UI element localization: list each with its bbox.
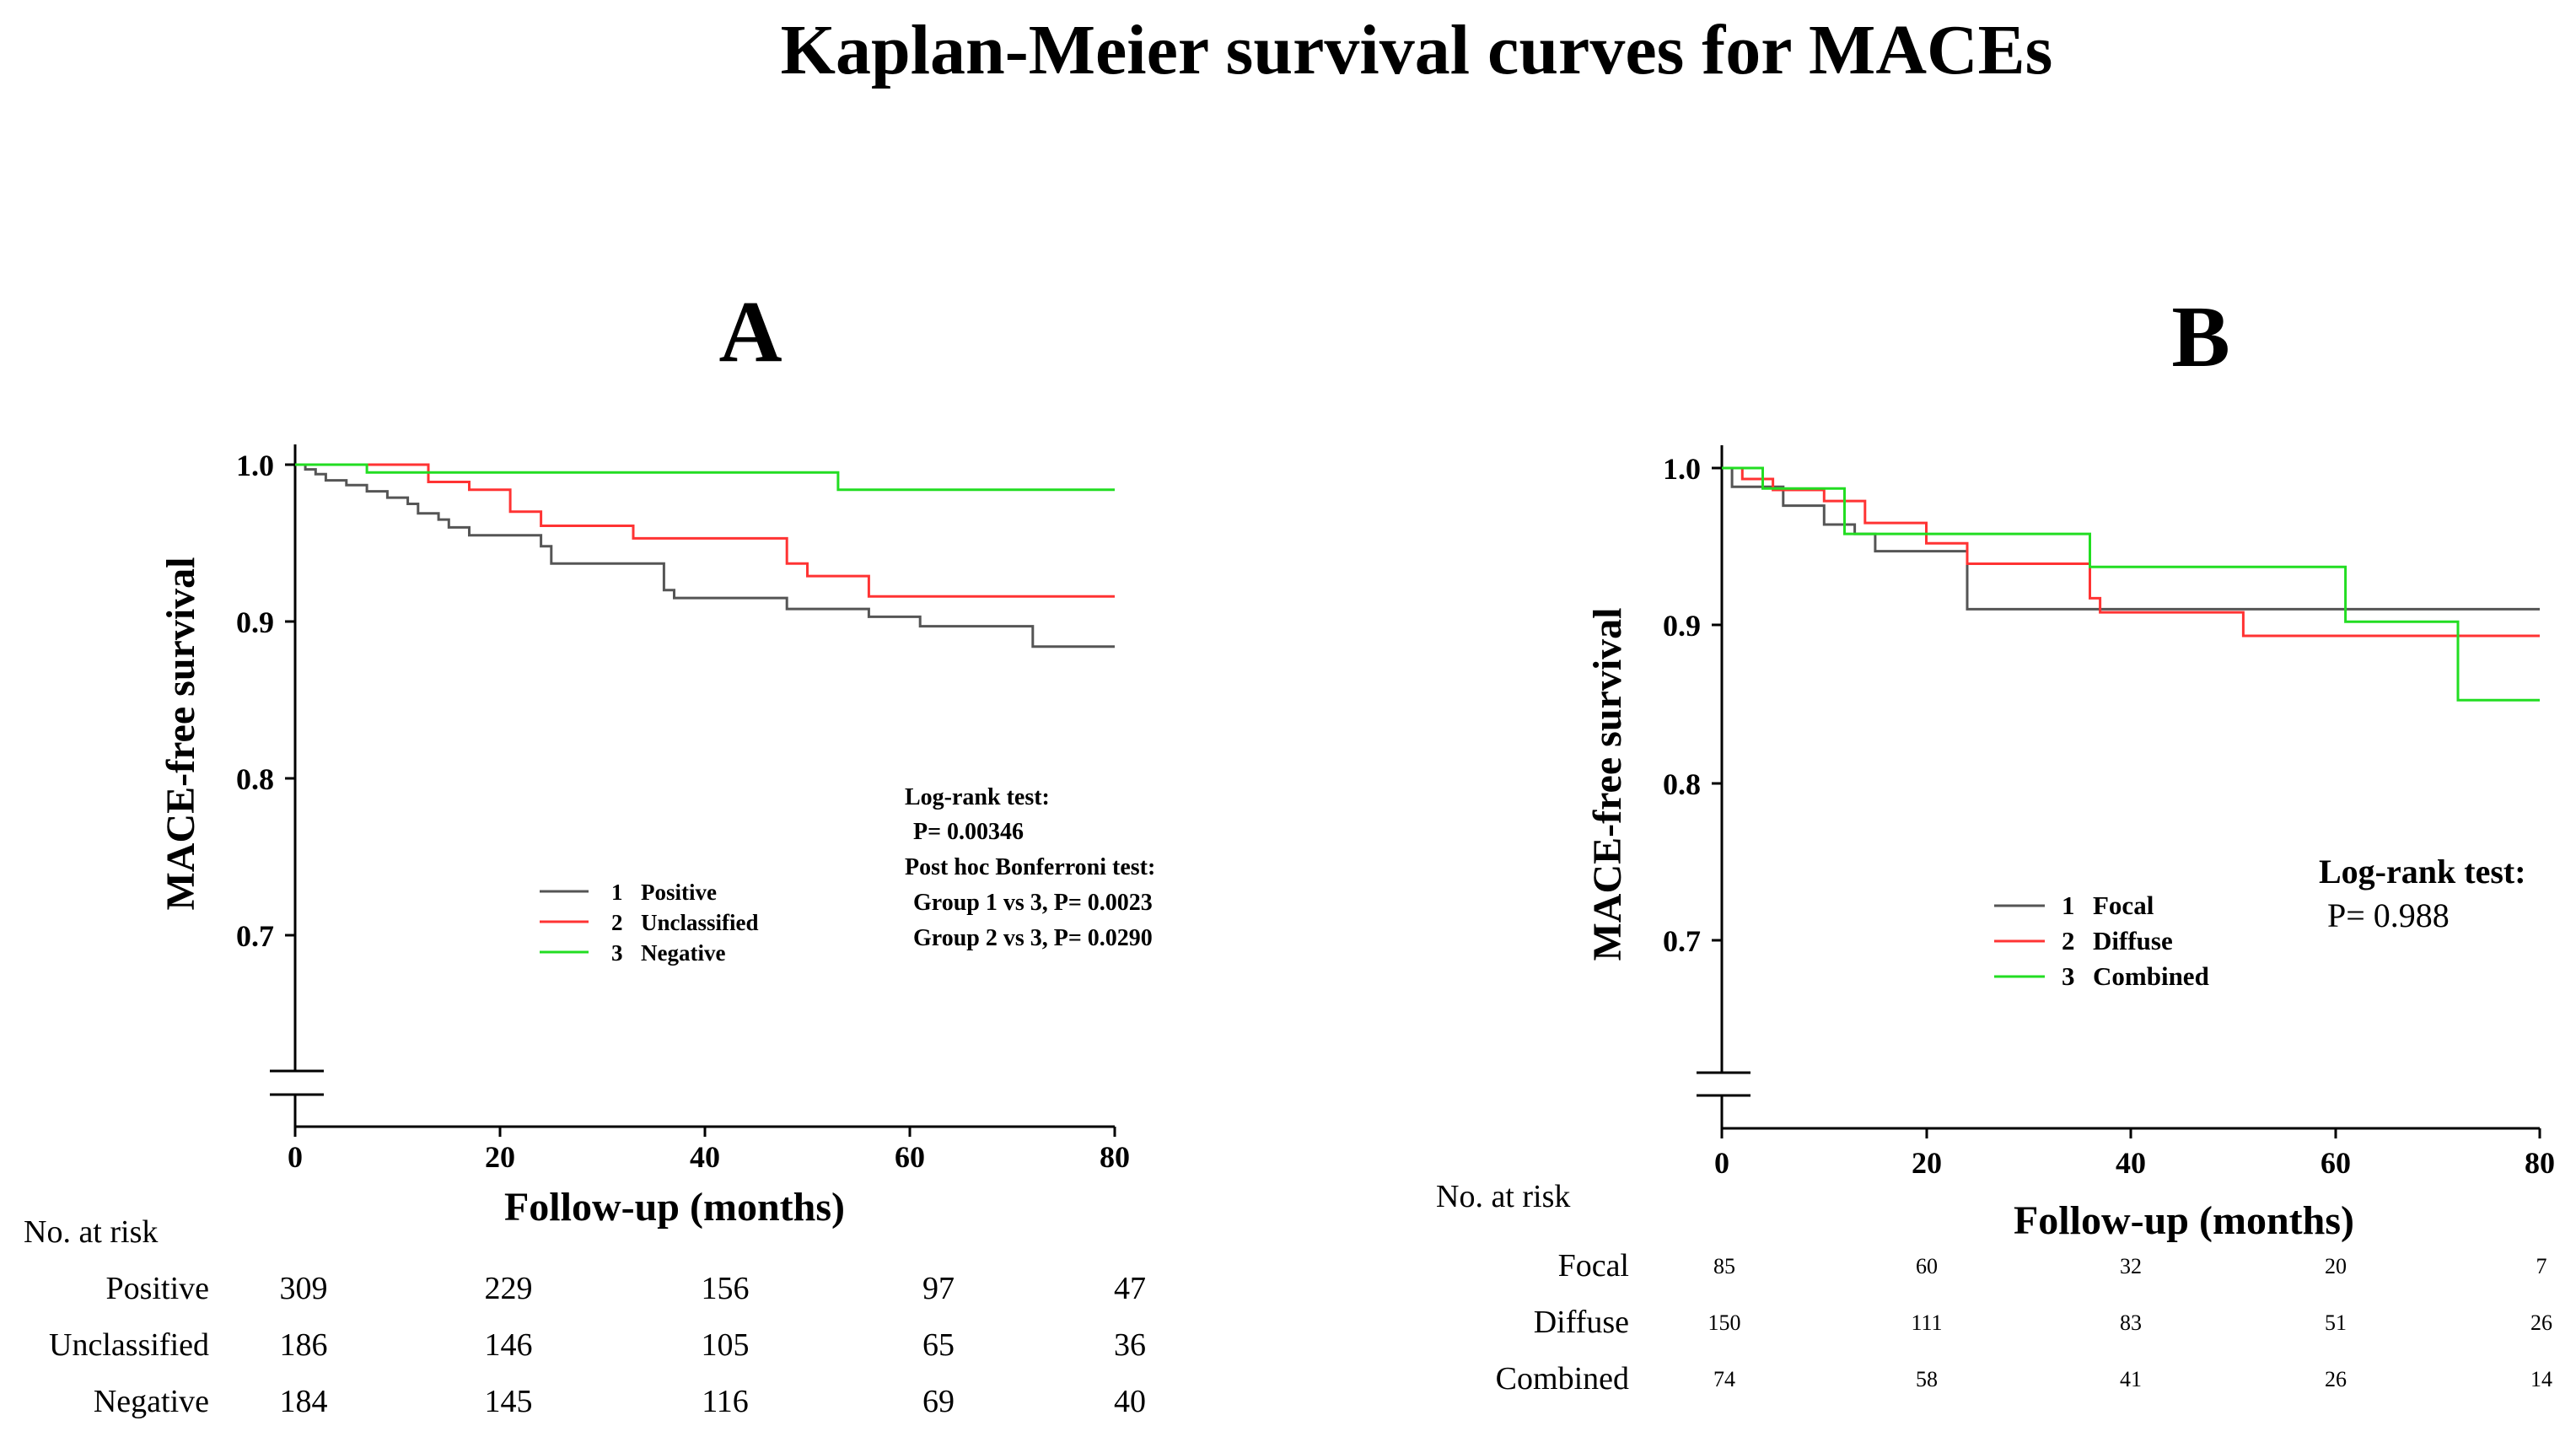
panel-a-risk-cell: 156 (702, 1271, 750, 1306)
panel-a-stats: Log-rank test: P= 0.00346 Post hoc Bonfe… (905, 784, 1155, 951)
panel-b-curve-combined (1722, 466, 2540, 702)
panel-b-risk-cell: 26 (2325, 1367, 2347, 1391)
panel-a-xtick-label-2: 20 (485, 1140, 515, 1174)
panel-a-risk-title: No. at risk (24, 1214, 158, 1250)
panel-a-risk-label-3: Negative (94, 1384, 209, 1419)
panel-a-risk-label-2: Unclassified (49, 1327, 209, 1363)
panel-a-risk-cell: 40 (1114, 1384, 1146, 1419)
panel-a-risk-cell: 105 (702, 1327, 750, 1363)
panel-b-legend: 1 Focal 2 Diffuse 3 Combined (1994, 891, 2209, 991)
panel-b-xtick-label-4: 60 (2321, 1146, 2351, 1180)
panel-a-xtick-label-4: 60 (895, 1140, 925, 1174)
panel-b-risk-cell: 111 (1911, 1310, 1942, 1335)
legend-a-label-2: Unclassified (641, 910, 759, 935)
panel-b-x-axis-title: Follow-up (months) (2014, 1198, 2354, 1243)
legend-b-num-1: 1 (2062, 891, 2075, 920)
panel-a-risk-cell: 145 (485, 1384, 533, 1419)
panel-a-curve-negative (295, 463, 1115, 492)
legend-b-label-3: Combined (2093, 961, 2209, 991)
panel-b-y-axis-title: MACE-free survival (1585, 607, 1630, 961)
panel-b-risk-cell: 7 (2536, 1254, 2547, 1278)
panel-a-stats-line-2: P= 0.00346 (913, 819, 1024, 845)
panel-a-risk-cell: 69 (922, 1384, 955, 1419)
panel-b-risk-cell: 14 (2530, 1367, 2552, 1391)
panel-b-risk-cell: 41 (2120, 1367, 2142, 1391)
panel-a-xtick-label-1: 0 (288, 1140, 303, 1174)
panel-b-risk-cell: 51 (2325, 1310, 2347, 1335)
legend-b-num-3: 3 (2062, 961, 2075, 991)
panel-b-curve-focal (1722, 466, 2540, 611)
panel-a-curve-positive (295, 463, 1115, 648)
panel-a-stats-line-1: Log-rank test: (905, 784, 1050, 810)
panel-a-xtick-label-3: 40 (690, 1140, 720, 1174)
panel-a-y-axis-title: MACE-free survival (159, 557, 203, 910)
panel-b-risk-cell: 26 (2530, 1310, 2552, 1335)
panel-a-letter: A (718, 283, 782, 380)
panel-b-stats-line-1: Log-rank test: (2319, 853, 2526, 891)
panel-b-xtick-label-3: 40 (2116, 1146, 2146, 1180)
panel-b-xtick-label-2: 20 (1912, 1146, 1942, 1180)
panel-a-risk-cell: 184 (280, 1384, 328, 1419)
panel-a-ytick-label-2: 0.9 (236, 605, 274, 639)
panel-a-risk-cell: 97 (922, 1271, 955, 1306)
panel-b-risk-table: No. at risk Focal Diffuse Combined 85 60… (1436, 1179, 2552, 1396)
panel-b-letter: B (2171, 288, 2229, 385)
panel-b-risk-cell: 150 (1708, 1310, 1741, 1335)
panel-a-stats-line-3: Post hoc Bonferroni test: (905, 854, 1155, 880)
panel-a-risk-label-1: Positive (106, 1271, 209, 1306)
panel-a: A 1.0 0.9 0.8 0.7 0 20 40 60 80 Follow-u… (24, 283, 1155, 1419)
panel-b-risk-cell: 74 (1713, 1367, 1735, 1391)
panel-b-ytick-label-1: 1.0 (1663, 452, 1701, 486)
legend-a-num-2: 2 (611, 910, 623, 935)
panel-b-risk-cell: 20 (2325, 1254, 2347, 1278)
legend-b-label-1: Focal (2093, 891, 2154, 920)
panel-b-risk-cell: 85 (1713, 1254, 1735, 1278)
panel-a-stats-line-4: Group 1 vs 3, P= 0.0023 (913, 890, 1153, 916)
legend-a-label-3: Negative (641, 940, 725, 966)
panel-b-risk-title: No. at risk (1436, 1179, 1570, 1214)
panel-a-risk-table: No. at risk Positive Unclassified Negati… (24, 1214, 1146, 1419)
panel-b-risk-cell: 83 (2120, 1310, 2142, 1335)
panel-b-risk-label-1: Focal (1558, 1248, 1629, 1283)
panel-a-risk-cell: 116 (702, 1384, 749, 1419)
panel-a-risk-cell: 36 (1114, 1327, 1146, 1363)
panel-b-stats: Log-rank test: P= 0.988 (2319, 853, 2526, 934)
panel-b-xtick-label-1: 0 (1714, 1146, 1729, 1180)
panel-b-risk-cell: 60 (1916, 1254, 1938, 1278)
panel-a-xtick-label-5: 80 (1100, 1140, 1130, 1174)
panel-a-risk-cell: 47 (1114, 1271, 1146, 1306)
panel-b-risk-cell: 58 (1916, 1367, 1938, 1391)
panel-b-ytick-label-3: 0.8 (1663, 767, 1701, 801)
panel-a-curve-unclassified (295, 463, 1115, 598)
panel-a-x-axis-title: Follow-up (months) (504, 1185, 845, 1230)
panel-b-curves (1722, 466, 2540, 702)
panel-a-risk-cell: 309 (280, 1271, 328, 1306)
panel-a-risk-cell: 229 (485, 1271, 533, 1306)
panel-a-risk-cell: 65 (922, 1327, 955, 1363)
panel-b-risk-cell: 32 (2120, 1254, 2142, 1278)
panel-a-risk-cell: 186 (280, 1327, 328, 1363)
panel-a-curves (295, 463, 1115, 648)
panel-a-ytick-label-4: 0.7 (236, 919, 274, 953)
legend-a-num-3: 3 (611, 940, 623, 966)
panel-b-risk-label-2: Diffuse (1534, 1305, 1629, 1340)
panel-b-ytick-label-2: 0.9 (1663, 609, 1701, 643)
panel-b-risk-label-3: Combined (1496, 1361, 1629, 1396)
panel-b-stats-line-2: P= 0.988 (2327, 896, 2450, 934)
panel-b-ytick-label-4: 0.7 (1663, 924, 1701, 958)
figure-title: Kaplan-Meier survival curves for MACEs (781, 11, 2053, 89)
legend-b-num-2: 2 (2062, 926, 2075, 955)
panel-b-xtick-label-5: 80 (2525, 1146, 2555, 1180)
panel-a-stats-line-5: Group 2 vs 3, P= 0.0290 (913, 925, 1153, 951)
panel-a-legend: 1 Positive 2 Unclassified 3 Negative (540, 880, 759, 966)
panel-a-risk-cell: 146 (485, 1327, 533, 1363)
legend-a-num-1: 1 (611, 880, 623, 905)
legend-a-label-1: Positive (641, 880, 717, 905)
panel-a-ytick-label-1: 1.0 (236, 449, 274, 482)
legend-b-label-2: Diffuse (2093, 926, 2173, 955)
panel-a-ytick-label-3: 0.8 (236, 762, 274, 796)
panel-b: B 1.0 0.9 0.8 0.7 0 20 40 60 80 Follow-u… (1436, 288, 2555, 1396)
